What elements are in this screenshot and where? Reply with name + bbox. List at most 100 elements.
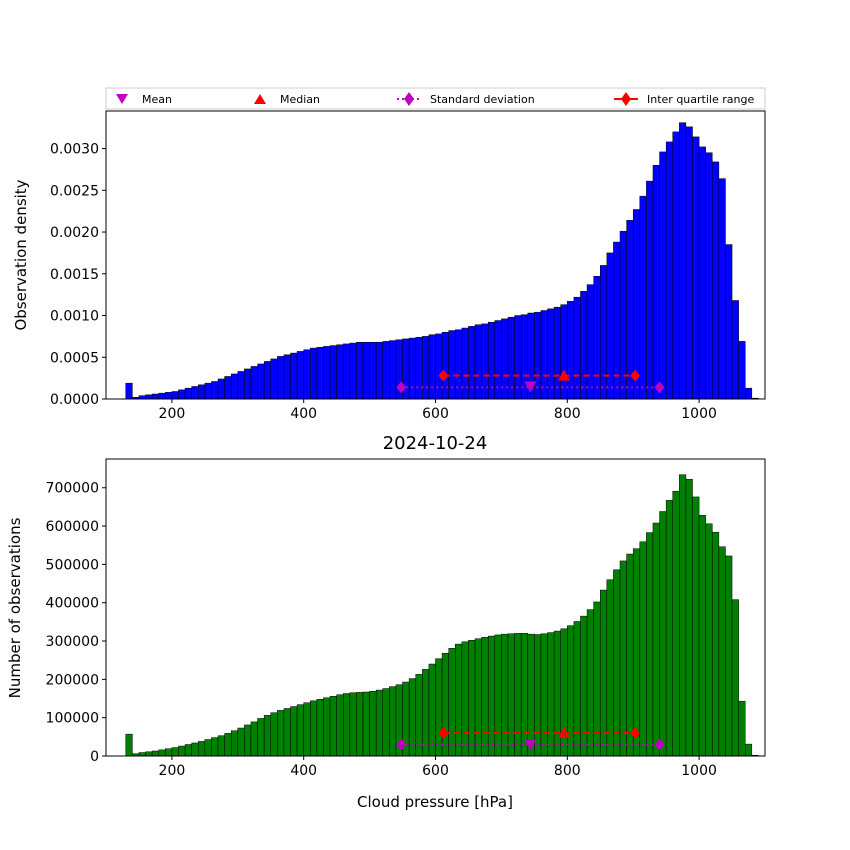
count-bar xyxy=(171,747,179,757)
density-bar xyxy=(455,329,463,400)
density-bar xyxy=(277,356,285,400)
count-bar xyxy=(356,692,364,757)
density-bar xyxy=(698,146,706,400)
density-x-tick-label: 800 xyxy=(554,406,581,422)
count-bar xyxy=(217,735,225,757)
density-bar xyxy=(211,381,219,400)
density-bar xyxy=(329,345,337,400)
density-bar xyxy=(158,392,166,400)
count-x-tick-label: 400 xyxy=(290,763,317,779)
density-y-tick-label: 0.0000 xyxy=(50,392,99,408)
count-bar xyxy=(435,658,443,757)
density-bar xyxy=(441,331,449,400)
density-bar xyxy=(586,284,594,400)
legend-entry-median: Median xyxy=(254,93,320,106)
density-bar xyxy=(665,141,673,400)
count-bar xyxy=(263,715,272,757)
density-bar xyxy=(151,393,159,400)
count-bar xyxy=(487,635,496,757)
count-bar xyxy=(698,515,706,757)
count-bar xyxy=(527,633,535,757)
density-x-tick-label: 1000 xyxy=(681,406,717,422)
count-bar xyxy=(382,688,390,757)
count-bar xyxy=(461,641,469,757)
density-bar xyxy=(191,386,199,400)
density-bar xyxy=(705,152,713,400)
count-bar xyxy=(520,633,529,757)
count-bar xyxy=(738,700,746,757)
density-bar xyxy=(712,161,720,400)
count-bar xyxy=(448,648,456,757)
count-bar xyxy=(369,690,377,757)
count-bar xyxy=(679,474,687,757)
count-bar xyxy=(665,500,673,757)
density-bar xyxy=(303,349,311,400)
count-x-tick-label: 200 xyxy=(159,763,186,779)
count-y-ticks: 0 100000 200000 300000 400000 500000 600000 700… xyxy=(46,481,106,765)
count-bar xyxy=(547,632,555,757)
density-bar xyxy=(230,373,239,400)
legend-frame xyxy=(105,87,766,110)
density-bar xyxy=(415,336,423,400)
count-bar xyxy=(428,663,436,757)
density-y-tick-label: 0.0005 xyxy=(50,350,99,366)
count-bar xyxy=(718,546,726,757)
density-bar xyxy=(283,354,291,400)
density-bar xyxy=(244,368,252,400)
density-bar xyxy=(369,341,377,400)
count-bar xyxy=(672,490,680,757)
density-bar xyxy=(448,330,456,400)
count-bar xyxy=(250,721,258,757)
density-y-ticks: 0.0000 0.0005 0.0010 0.0015 0.0020 0.0025 0.00… xyxy=(50,142,106,408)
density-std-low-marker xyxy=(396,381,407,394)
count-x-axis-label: Cloud pressure [hPa] xyxy=(357,793,513,811)
count-bar xyxy=(455,643,463,757)
count-bar xyxy=(659,511,667,757)
density-bar xyxy=(679,122,687,400)
count-bar xyxy=(191,742,199,757)
density-bar xyxy=(290,352,298,400)
count-bar xyxy=(646,532,654,757)
count-bar xyxy=(606,579,614,757)
density-bar xyxy=(573,296,581,400)
density-bar xyxy=(461,327,469,400)
count-mean-marker xyxy=(524,739,537,751)
density-bar xyxy=(375,341,384,400)
count-bar xyxy=(474,638,482,757)
count-bar xyxy=(158,749,166,757)
density-median-marker xyxy=(558,369,571,381)
density-bar xyxy=(323,346,331,400)
density-bar xyxy=(362,341,370,400)
count-bar xyxy=(145,751,153,757)
density-bar xyxy=(389,340,397,400)
count-bar xyxy=(237,727,245,757)
density-bar xyxy=(263,361,272,400)
count-bar xyxy=(626,553,634,757)
count-bar xyxy=(329,695,337,757)
density-bar xyxy=(217,378,225,400)
count-bar xyxy=(600,589,608,757)
count-bar xyxy=(389,686,397,757)
count-bar xyxy=(138,752,146,757)
count-std-high-marker xyxy=(654,738,665,751)
count-bar xyxy=(573,621,581,757)
density-bar xyxy=(731,300,739,400)
density-bar xyxy=(652,165,660,400)
density-bar xyxy=(342,343,351,400)
density-bar xyxy=(125,382,133,400)
count-bar xyxy=(198,741,206,757)
count-iqr-high-marker xyxy=(630,727,641,740)
legend-label-median: Median xyxy=(280,93,320,106)
count-bar xyxy=(244,724,252,757)
density-bar xyxy=(184,387,192,400)
count-bar xyxy=(283,708,291,757)
density-std-high-marker xyxy=(654,381,665,394)
density-bar xyxy=(224,376,232,400)
count-bar xyxy=(323,697,331,757)
count-bar xyxy=(639,541,647,757)
count-bar xyxy=(652,522,660,757)
count-bar xyxy=(507,633,515,757)
density-bar xyxy=(692,136,700,400)
count-std-low-marker xyxy=(396,738,407,751)
